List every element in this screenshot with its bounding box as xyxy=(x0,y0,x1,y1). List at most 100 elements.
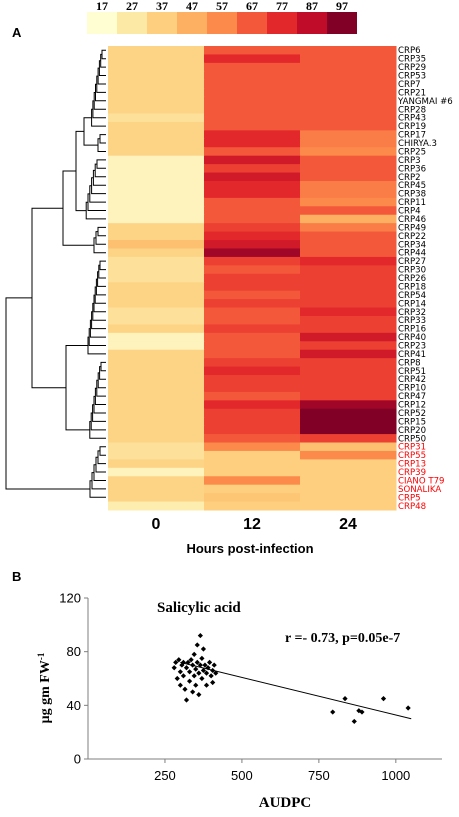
data-point xyxy=(183,697,190,703)
heatmap-cell xyxy=(300,155,397,165)
dendrogram-branch xyxy=(99,134,106,144)
legend-swatch xyxy=(177,12,207,34)
data-point xyxy=(196,670,202,676)
x-tick-label: 750 xyxy=(308,768,330,783)
heatmap-cell xyxy=(300,391,397,401)
data-point xyxy=(197,662,203,668)
heatmap-cell xyxy=(300,341,397,351)
data-point xyxy=(199,655,205,661)
heatmap-cell xyxy=(204,248,301,258)
heatmap-cell xyxy=(204,315,301,325)
data-point xyxy=(190,689,196,695)
heatmap-cell xyxy=(204,240,301,249)
heatmap-cell xyxy=(204,349,301,359)
heatmap-cell xyxy=(108,240,205,249)
heatmap-cell xyxy=(108,46,205,55)
heatmap-cell xyxy=(300,493,397,503)
dendrogram xyxy=(5,49,106,498)
heatmap-cell xyxy=(204,113,301,123)
heatmap-cell xyxy=(204,425,301,435)
heatmap-cell xyxy=(300,46,397,55)
data-point xyxy=(190,662,196,668)
legend-tick-label: 37 xyxy=(156,0,168,13)
legend-swatch xyxy=(237,12,267,34)
heatmap-cell xyxy=(204,147,301,157)
data-point xyxy=(203,682,210,688)
row-label: CRP5 xyxy=(398,493,421,503)
heatmap-cell xyxy=(108,273,205,283)
data-point xyxy=(200,646,207,652)
data-point xyxy=(213,670,219,676)
heatmap-cell xyxy=(300,147,397,157)
heatmap-cell xyxy=(300,273,397,283)
row-label: CRP14 xyxy=(398,299,426,309)
heatmap-cell xyxy=(300,189,397,199)
heatmap-cell xyxy=(300,113,397,123)
data-point xyxy=(183,665,190,671)
heatmap-cell xyxy=(108,180,205,190)
heatmap-cell xyxy=(300,332,397,342)
heatmap-cell xyxy=(108,442,205,452)
heatmap-cell xyxy=(204,459,301,469)
row-label: CRP27 xyxy=(398,257,426,267)
heatmap-cell xyxy=(204,206,301,216)
heatmap-cell xyxy=(204,273,301,283)
dendrogram-branch xyxy=(100,361,106,372)
heatmap-cell xyxy=(204,88,301,98)
row-label: CRP3 xyxy=(398,156,421,166)
dendrogram-branch xyxy=(99,446,106,456)
heatmap-cell xyxy=(108,223,205,233)
legend-tick-label: 27 xyxy=(126,0,138,13)
dendrogram-branch xyxy=(96,159,106,169)
row-label: CRP48 xyxy=(398,502,426,512)
column-label: 24 xyxy=(339,516,357,533)
dendrogram-branch xyxy=(97,450,106,465)
heatmap-cell xyxy=(300,206,397,216)
heatmap-cell xyxy=(108,341,205,351)
heatmap-cell xyxy=(204,223,301,233)
data-point xyxy=(188,657,194,663)
heatmap-cell xyxy=(204,366,301,376)
data-point xyxy=(202,662,208,668)
heatmap-cell xyxy=(204,358,301,368)
dendrogram-branch xyxy=(83,117,98,146)
heatmap-cell xyxy=(300,164,397,174)
data-point xyxy=(211,662,217,668)
heatmap-cell xyxy=(300,467,397,477)
row-label: CRP55 xyxy=(398,451,426,461)
column-labels: 0 12 24 xyxy=(152,516,357,533)
row-label: CRP52 xyxy=(398,409,426,419)
heatmap-cell xyxy=(204,189,301,199)
heatmap-cell xyxy=(300,442,397,452)
heatmap-cell xyxy=(300,307,397,317)
row-label: CRP8 xyxy=(398,358,421,368)
row-label: CRP7 xyxy=(398,80,421,90)
data-point xyxy=(342,696,348,702)
heatmap-cell xyxy=(204,54,301,64)
data-point xyxy=(193,682,199,688)
heatmap-cell xyxy=(108,299,205,309)
data-point xyxy=(180,659,187,665)
row-label: CRP11 xyxy=(398,198,426,208)
data-point xyxy=(194,642,200,648)
row-label: CRP16 xyxy=(398,325,426,335)
data-point xyxy=(199,675,205,682)
heatmap-cell xyxy=(300,417,397,427)
heatmap-cell xyxy=(204,442,301,452)
heatmap-cell xyxy=(300,476,397,486)
heatmap-cell xyxy=(108,265,205,275)
y-tick-label: 120 xyxy=(59,591,81,606)
heatmap-cell xyxy=(300,214,397,224)
legend-swatch xyxy=(297,12,327,34)
heatmap-cell xyxy=(300,240,397,249)
data-point xyxy=(208,673,214,679)
dendrogram-branch xyxy=(97,138,106,152)
heatmap-cell xyxy=(300,366,397,376)
row-label: CRP39 xyxy=(398,468,426,478)
heatmap-cell xyxy=(300,248,397,258)
dendrogram-branch xyxy=(62,170,94,246)
heatmap-cell xyxy=(108,375,205,384)
row-label: CRP36 xyxy=(398,164,426,174)
heatmap-cell xyxy=(204,501,301,511)
data-point xyxy=(210,667,216,674)
